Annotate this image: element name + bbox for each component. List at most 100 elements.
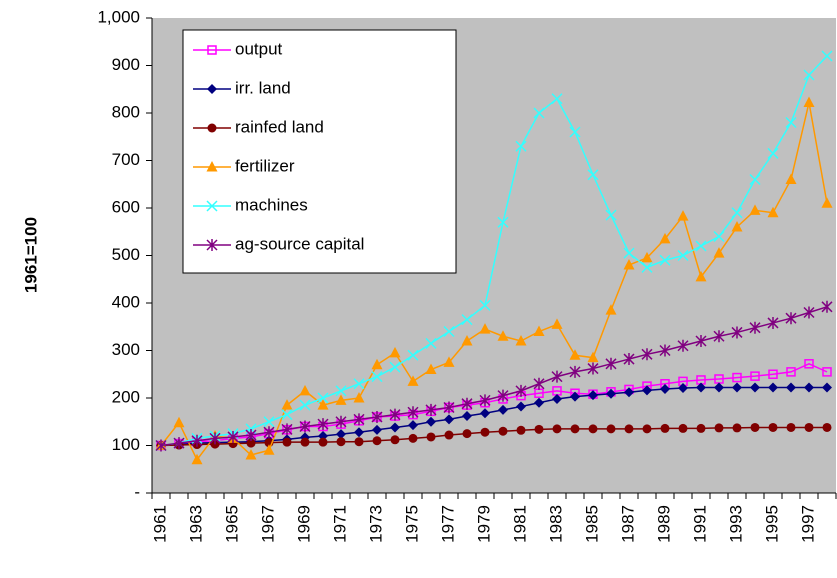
point <box>533 325 545 336</box>
point <box>731 221 743 232</box>
legend-label: irr. land <box>235 78 291 97</box>
y-tick-label: 1,000 <box>97 7 140 26</box>
point <box>821 300 833 313</box>
point <box>371 358 383 370</box>
point <box>480 408 490 419</box>
point <box>497 389 509 402</box>
point <box>407 349 419 361</box>
point <box>425 337 437 349</box>
point <box>173 416 185 428</box>
legend-marker <box>206 161 218 172</box>
point <box>246 438 256 448</box>
point <box>677 249 689 262</box>
point <box>786 382 796 393</box>
point <box>263 444 275 455</box>
point <box>461 335 473 346</box>
point <box>605 357 617 370</box>
point <box>515 384 527 397</box>
line <box>160 306 828 447</box>
point <box>695 335 707 347</box>
point <box>822 382 832 393</box>
legend-label: output <box>235 39 283 58</box>
point <box>515 335 527 346</box>
series <box>155 300 833 452</box>
point <box>642 424 652 434</box>
legend-marker <box>206 239 218 251</box>
point <box>821 197 833 208</box>
point <box>281 423 293 436</box>
x-tick-label: 1993 <box>726 505 745 543</box>
x-tick-label: 1973 <box>366 505 385 543</box>
point <box>570 391 580 402</box>
point <box>803 69 815 81</box>
point <box>587 351 599 363</box>
point <box>497 216 509 228</box>
point <box>533 107 545 119</box>
x-tick-label: 1989 <box>654 505 673 543</box>
point <box>425 363 437 374</box>
y-tick-label: 900 <box>112 55 140 74</box>
point <box>353 413 365 426</box>
point <box>768 382 778 393</box>
point <box>407 375 419 386</box>
x-tick-label: 1961 <box>150 505 169 543</box>
point <box>606 424 616 434</box>
x-tick-label: 1967 <box>258 505 277 543</box>
point <box>785 116 797 129</box>
point <box>587 362 599 375</box>
point <box>389 408 401 421</box>
x-tick-label: 1983 <box>546 505 565 543</box>
point <box>713 230 725 243</box>
point <box>354 437 364 447</box>
point <box>461 397 473 410</box>
line <box>160 55 828 447</box>
point <box>300 437 310 447</box>
point <box>624 424 634 434</box>
y-tick-label: 600 <box>112 197 140 216</box>
point <box>552 393 562 404</box>
series <box>155 96 833 465</box>
point <box>281 399 293 410</box>
point <box>786 422 796 432</box>
point <box>281 409 293 421</box>
y-tick-label: 700 <box>112 150 140 169</box>
point <box>498 404 508 415</box>
point <box>444 414 454 425</box>
point <box>389 346 401 358</box>
point <box>408 420 418 431</box>
point <box>533 377 545 390</box>
point <box>623 353 635 366</box>
point <box>804 382 814 393</box>
x-tick-label: 1975 <box>402 505 421 543</box>
series <box>156 422 832 450</box>
point <box>444 430 454 440</box>
point <box>767 316 779 329</box>
point <box>588 390 598 401</box>
y-tick-label: 500 <box>112 245 140 264</box>
point <box>696 423 706 433</box>
point <box>353 378 365 390</box>
point <box>713 330 725 343</box>
point <box>443 356 455 367</box>
point <box>641 251 653 263</box>
x-tick-label: 1971 <box>330 505 349 543</box>
legend-label: rainfed land <box>235 117 324 136</box>
point <box>569 365 581 378</box>
point <box>803 96 815 108</box>
point <box>551 93 563 105</box>
point <box>749 321 761 334</box>
point <box>767 206 779 218</box>
point <box>443 401 455 414</box>
point <box>714 382 724 393</box>
point <box>461 314 473 326</box>
line <box>160 362 828 447</box>
point <box>390 435 400 445</box>
point <box>660 423 670 433</box>
point <box>245 449 257 460</box>
x-tick-label: 1979 <box>474 505 493 543</box>
point <box>534 424 544 434</box>
point <box>390 422 400 433</box>
point <box>768 369 778 379</box>
point <box>749 204 761 215</box>
point <box>443 325 455 338</box>
